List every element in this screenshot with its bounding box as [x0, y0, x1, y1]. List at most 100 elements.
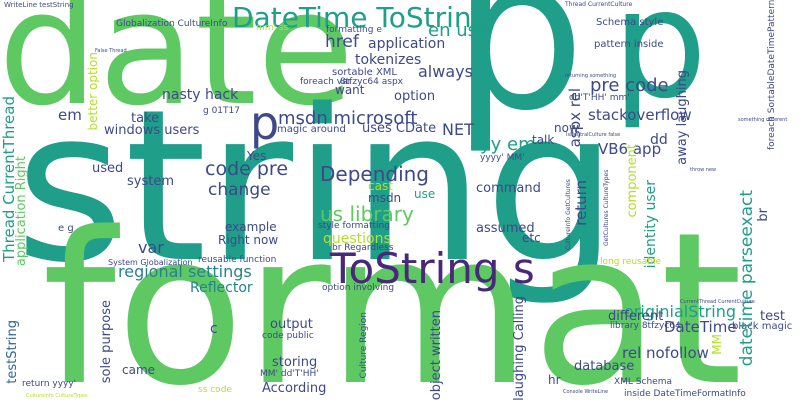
word-code-pre: code pre: [205, 158, 289, 180]
word-ss-code: ss code: [198, 385, 232, 395]
word-p-medium: p: [612, 0, 708, 132]
word-black-magic: black magic: [732, 321, 793, 332]
word-string: string: [15, 64, 618, 309]
word-pattern-inside: pattern inside: [594, 39, 664, 50]
word-component: component: [625, 144, 640, 218]
word-use: use: [414, 187, 436, 201]
word-right-now: Right now: [218, 233, 279, 247]
word-yyyy-mm: yyyy' MM': [480, 153, 525, 163]
word-application: application: [368, 36, 446, 52]
word-teststring: testString: [5, 320, 20, 384]
word-windows-users: windows users: [104, 123, 200, 138]
word-take: take: [131, 111, 160, 126]
word-thread-currentculture: Thread CurrentCulture: [565, 1, 633, 8]
word-xml-schema: XML Schema: [614, 377, 672, 387]
word-example: example: [225, 220, 277, 234]
word-g-01t17: g 01T17: [203, 106, 240, 116]
word-inside-datetimeformatinfo: inside DateTimeFormatInfo: [624, 389, 746, 399]
word-used: used: [92, 161, 124, 176]
word-talk: talk: [532, 133, 555, 147]
word-tostring-s: ToString s: [330, 244, 535, 293]
word-tokenizes: tokenizes: [355, 52, 422, 68]
word-formatting-e: formatting e: [326, 25, 382, 35]
word-assumed: assumed: [476, 221, 535, 236]
word-net: NET: [442, 120, 474, 139]
word-false-thread: False Thread: [95, 48, 127, 54]
word-format: format: [42, 187, 743, 400]
word-uses-cdate: uses CDate: [362, 121, 437, 136]
word-rel-nofollow: rel nofollow: [622, 344, 709, 362]
word-etc: etc: [522, 231, 541, 245]
word-mm-ss: mm' ss: [256, 23, 289, 33]
word-application-right: application Right: [14, 156, 29, 267]
word-var: var: [138, 238, 164, 257]
word-according: According: [262, 381, 327, 396]
word-option: option: [394, 89, 436, 104]
word-p-small: p: [250, 96, 280, 150]
word-foreach-var: foreach var: [300, 77, 352, 87]
word-br-regardless: br Regardless: [332, 243, 394, 253]
word-schema-style: Schema style: [596, 17, 664, 28]
word-magic-around: magic around: [277, 124, 346, 135]
word-reusable-function: reusable function: [198, 255, 277, 265]
word-output: output: [270, 317, 313, 332]
word-br: br: [756, 208, 771, 222]
word-nasty-hack: nasty hack: [162, 87, 239, 103]
word-object-written: object written: [429, 310, 444, 400]
word-away-laughing: away laughing: [675, 70, 690, 165]
word-storing: storing: [272, 355, 318, 370]
word-console-writeline: Console WriteLine: [563, 389, 609, 395]
word-us-library: us library: [320, 202, 414, 226]
word-want: want: [335, 83, 365, 97]
word-currentthread-currentculture: CurrentThread CurrentCulture: [680, 299, 755, 305]
word-option-involving: option involving: [322, 283, 395, 293]
word-e-g: e g: [58, 223, 74, 234]
word-vb6-app: VB6 app: [598, 140, 662, 158]
word-mm-dd-t-hh: MM' dd'T'HH': [260, 369, 319, 379]
word-datetime-parseexact: datetime parseexact: [737, 190, 757, 367]
word-command: command: [476, 181, 541, 196]
word-href: href: [325, 32, 359, 52]
word-cast: cast: [368, 179, 393, 193]
word-long-reusable: long reusable: [600, 257, 661, 267]
word-test: test: [760, 309, 785, 324]
word-stackoverflow: stackoverflow: [588, 106, 692, 124]
word-depending: Depending: [320, 162, 430, 186]
word-now: now: [554, 121, 579, 135]
word-sortable-xml: sortable XML: [332, 67, 397, 78]
word-pre-code: pre code: [590, 75, 669, 96]
word-laughing-calling: laughing Calling: [512, 296, 527, 400]
word-return: return: [572, 180, 590, 226]
word-hr: hr: [548, 373, 561, 387]
word-regional-settings: regional settings: [118, 262, 252, 281]
word-database: database: [574, 359, 635, 374]
word-return-yyyy: return yyyy': [22, 379, 77, 389]
word-dd-t-hh-mm: dd'T'HH' mm': [569, 93, 630, 103]
word-foreach-sortabledatetimepattern: foreach SortableDateTimePattern: [767, 0, 777, 150]
word-system-globalization: System Globalization: [108, 258, 193, 267]
word-always: always: [418, 62, 473, 81]
word-mm: MM: [710, 334, 724, 355]
word-cultureinfo-culturetypes: CultureInfo CultureTypes: [26, 393, 88, 399]
word-library-8tfzyc64: library 8tfzyc64: [610, 321, 681, 331]
word-change: change: [208, 180, 271, 200]
word-something-different: something different: [738, 117, 788, 123]
word-cultureinfo-getcultures: CultureInfo GetCultures: [565, 179, 572, 250]
word-getcultures-culturetypes: GetCultures CultureTypes: [603, 169, 610, 246]
word-msdn: msdn: [368, 191, 402, 205]
word-yy-em: yy em: [480, 134, 536, 155]
word-better-option: better option: [86, 52, 100, 131]
word-style-formatting: style formatting: [318, 221, 390, 231]
word-code-public: code public: [262, 331, 314, 341]
word-yes: Yes: [247, 149, 267, 163]
word-en-us: en us: [428, 20, 477, 41]
word-date: date: [0, 0, 355, 141]
word-culture-region: Culture Region: [359, 312, 369, 379]
word-8tfzyc64-aspx: 8tfzyc64 aspx: [340, 77, 403, 87]
word-reflector: Reflector: [190, 280, 253, 296]
word-c: c: [210, 321, 218, 337]
word-globalization-cultureinfo: Globalization CultureInfo: [116, 19, 228, 29]
word-p-large: p: [452, 0, 586, 157]
word-em: em: [58, 106, 82, 124]
